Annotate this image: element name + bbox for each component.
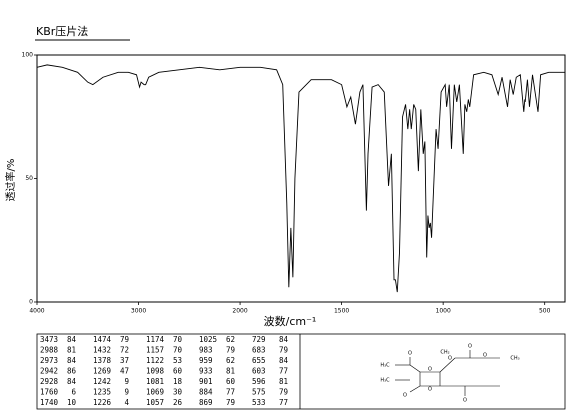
x-tick-label: 1000: [436, 308, 451, 315]
structure-label: O: [408, 351, 412, 357]
peak-wavenumber: 575: [252, 388, 266, 397]
peak-transmittance: 84: [279, 335, 289, 344]
structure-label: O: [468, 344, 472, 350]
peak-transmittance: 9: [124, 377, 129, 386]
peak-transmittance: 77: [226, 388, 235, 397]
structure-label: H₃C: [380, 363, 390, 369]
peak-transmittance: 37: [120, 356, 129, 365]
structure-label: CH₂: [440, 350, 449, 356]
y-tick-label: 100: [22, 52, 34, 59]
x-tick-label: 500: [539, 308, 551, 315]
peak-wavenumber: 884: [199, 388, 213, 397]
peak-wavenumber: 683: [252, 346, 266, 355]
peak-wavenumber: 1226: [93, 398, 112, 407]
structure-label: O: [403, 393, 407, 399]
peak-wavenumber: 1174: [146, 335, 165, 344]
structure-label: CH₃: [510, 356, 519, 362]
structure-label: O: [483, 353, 487, 359]
peak-transmittance: 26: [173, 398, 183, 407]
peak-transmittance: 84: [67, 377, 77, 386]
peak-wavenumber: 933: [199, 367, 213, 376]
peak-wavenumber: 1740: [40, 398, 59, 407]
structure-label: O: [463, 398, 467, 404]
peak-wavenumber: 1235: [93, 388, 111, 397]
peak-transmittance: 4: [124, 398, 129, 407]
table-frame: [36, 333, 566, 410]
peak-transmittance: 70: [173, 346, 183, 355]
peak-wavenumber: 2973: [40, 356, 58, 365]
peak-transmittance: 79: [226, 398, 235, 407]
structure-bonds: [395, 350, 500, 396]
x-tick-label: 2000: [232, 308, 247, 315]
peak-transmittance: 77: [279, 367, 288, 376]
spectrum-line: [36, 64, 565, 293]
structure-label: H₃C: [380, 378, 390, 384]
peak-wavenumber: 983: [199, 346, 213, 355]
plot-frame: [36, 54, 566, 303]
peak-transmittance: 10: [67, 398, 77, 407]
peak-wavenumber: 1269: [93, 367, 111, 376]
peak-transmittance: 77: [279, 398, 288, 407]
peak-wavenumber: 1378: [93, 356, 112, 365]
peak-wavenumber: 1025: [199, 335, 217, 344]
peak-wavenumber: 1432: [93, 346, 111, 355]
peak-transmittance: 47: [120, 367, 129, 376]
peak-transmittance: 79: [279, 388, 288, 397]
peak-wavenumber: 1242: [93, 377, 111, 386]
peak-wavenumber: 2988: [40, 346, 59, 355]
peak-transmittance: 30: [173, 388, 183, 397]
peak-wavenumber: 2928: [40, 377, 59, 386]
peak-wavenumber: 1157: [146, 346, 164, 355]
peak-transmittance: 70: [173, 335, 183, 344]
x-tick-label: 1500: [334, 308, 349, 315]
chart-title: KBr压片法: [36, 24, 88, 38]
structure-label: O: [448, 356, 452, 362]
peak-transmittance: 81: [67, 346, 76, 355]
x-tick-label: 3000: [131, 308, 146, 315]
structure-label: O: [428, 367, 432, 373]
peak-transmittance: 81: [226, 367, 235, 376]
peak-transmittance: 84: [67, 335, 77, 344]
peak-transmittance: 79: [226, 346, 235, 355]
peak-wavenumber: 1057: [146, 398, 164, 407]
peak-transmittance: 60: [173, 367, 183, 376]
x-tick-label: 4000: [29, 308, 44, 315]
peak-wavenumber: 1081: [146, 377, 164, 386]
peak-transmittance: 84: [279, 356, 289, 365]
peak-transmittance: 62: [226, 335, 235, 344]
x-axis-label: 波数/cm⁻¹: [264, 315, 317, 328]
y-tick-label: 0: [29, 299, 33, 306]
peak-transmittance: 79: [279, 346, 288, 355]
peak-transmittance: 84: [67, 356, 77, 365]
peak-transmittance: 86: [67, 367, 77, 376]
peak-wavenumber: 655: [252, 356, 266, 365]
peak-transmittance: 81: [279, 377, 288, 386]
peak-wavenumber: 603: [252, 367, 266, 376]
peak-transmittance: 60: [226, 377, 236, 386]
peak-transmittance: 72: [120, 346, 129, 355]
peak-wavenumber: 1122: [146, 356, 164, 365]
peak-transmittance: 6: [71, 388, 76, 397]
peak-wavenumber: 1760: [40, 388, 59, 397]
peak-wavenumber: 869: [199, 398, 213, 407]
y-tick-label: 50: [25, 175, 33, 182]
peak-wavenumber: 1069: [146, 388, 164, 397]
peak-transmittance: 79: [120, 335, 129, 344]
peak-transmittance: 62: [226, 356, 235, 365]
peak-wavenumber: 533: [252, 398, 266, 407]
y-axis-label: 透过率/%: [4, 159, 17, 202]
peak-wavenumber: 1098: [146, 367, 165, 376]
peak-wavenumber: 901: [199, 377, 213, 386]
peak-transmittance: 18: [173, 377, 183, 386]
peak-wavenumber: 2942: [40, 367, 58, 376]
peak-wavenumber: 1474: [93, 335, 112, 344]
peak-wavenumber: 729: [252, 335, 266, 344]
peak-wavenumber: 3473: [40, 335, 58, 344]
peak-transmittance: 9: [124, 388, 129, 397]
peak-wavenumber: 959: [199, 356, 213, 365]
peak-transmittance: 53: [173, 356, 182, 365]
structure-label: O: [428, 387, 432, 393]
peak-wavenumber: 596: [252, 377, 266, 386]
